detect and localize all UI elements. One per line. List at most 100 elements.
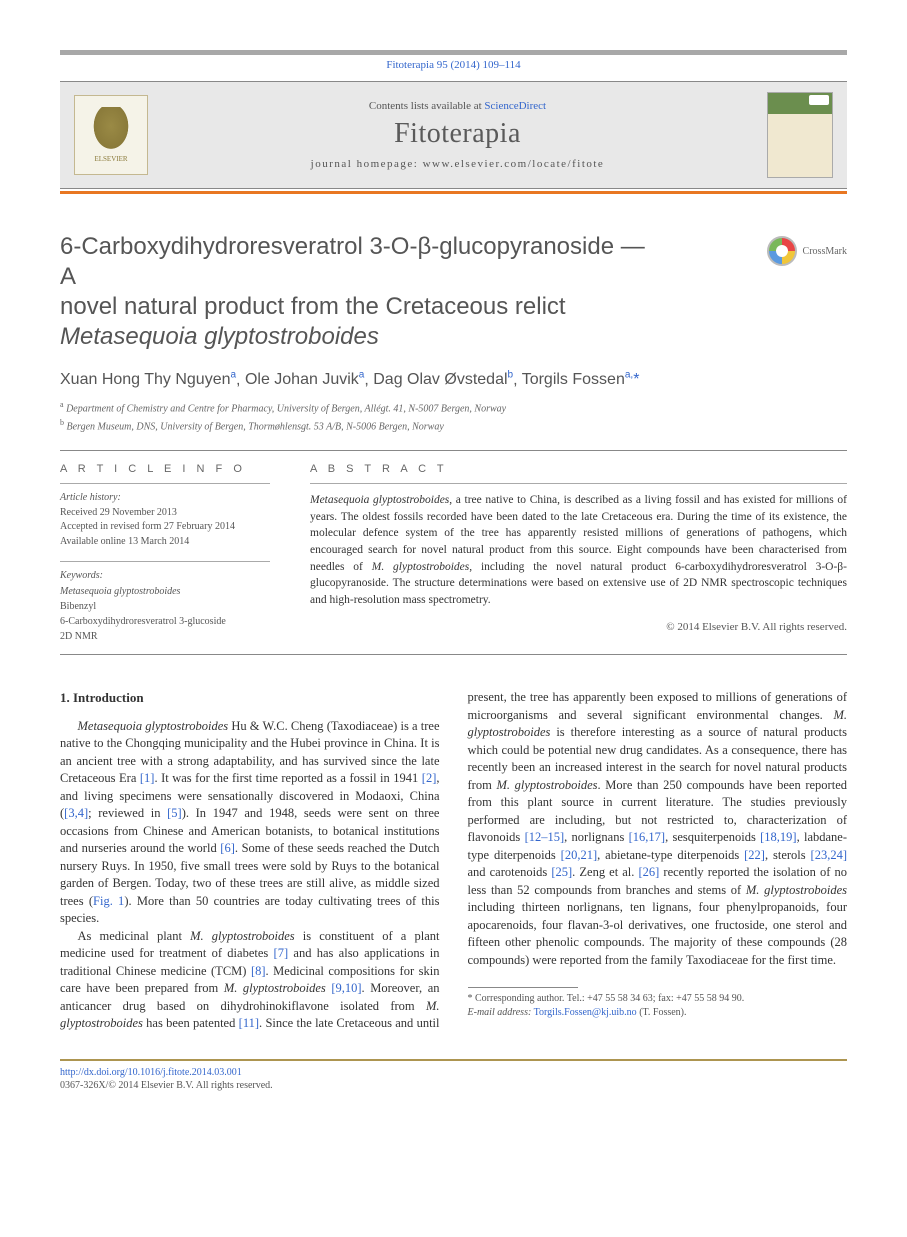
journal-cover-thumb[interactable] (767, 92, 833, 178)
author-2-name: Ole Johan Juvik (245, 371, 359, 388)
keyword-2: Bibenzyl (60, 599, 270, 614)
elsevier-tree-icon (89, 107, 133, 155)
keyword-4: 2D NMR (60, 629, 270, 644)
top-rule (60, 50, 847, 55)
ref-3-4[interactable]: [3,4] (64, 806, 88, 820)
author-2-affil: a (359, 370, 365, 381)
p3-species-5: M. glyptostroboides (746, 883, 847, 897)
contents-line: Contents lists available at ScienceDirec… (148, 100, 767, 112)
ref-1[interactable]: [1] (140, 771, 155, 785)
ref-22[interactable]: [22] (744, 848, 765, 862)
ref-2[interactable]: [2] (422, 771, 437, 785)
ref-20-21[interactable]: [20,21] (561, 848, 597, 862)
p3-seg-m: . Zeng et al. (572, 865, 638, 879)
homepage-line: journal homepage: www.elsevier.com/locat… (148, 158, 767, 170)
abstract-copyright: © 2014 Elsevier B.V. All rights reserved… (310, 621, 847, 633)
p2-seg-a: As medicinal plant (78, 929, 191, 943)
crossmark-label: CrossMark (803, 246, 847, 257)
author-4[interactable]: Torgils Fossena,* (522, 371, 640, 388)
body-columns: 1. Introduction Metasequoia glyptostrobo… (60, 689, 847, 1032)
p1-species: Metasequoia glyptostroboides (78, 719, 229, 733)
doi-line: http://dx.doi.org/10.1016/j.fitote.2014.… (60, 1067, 847, 1078)
corresponding-footnote: * Corresponding author. Tel.: +47 55 58 … (468, 992, 848, 1020)
author-3[interactable]: Dag Olav Øvstedalb (373, 371, 513, 388)
ref-12-15[interactable]: [12–15] (525, 830, 565, 844)
corresponding-star: * (633, 371, 639, 388)
affiliation-a: a Department of Chemistry and Centre for… (60, 399, 847, 416)
email-link[interactable]: Torgils.Fossen@kj.uib.no (534, 1007, 637, 1018)
history-accepted: Accepted in revised form 27 February 201… (60, 520, 270, 535)
ref-18-19[interactable]: [18,19] (760, 830, 796, 844)
ref-8[interactable]: [8] (251, 964, 266, 978)
history-online: Available online 13 March 2014 (60, 535, 270, 550)
p3-seg-j: , abietane-type diterpenoids (597, 848, 744, 862)
contents-prefix: Contents lists available at (369, 100, 484, 112)
sciencedirect-link[interactable]: ScienceDirect (484, 100, 546, 112)
journal-reference: Fitoterapia 95 (2014) 109–114 (60, 59, 847, 71)
fig-1-link[interactable]: Fig. 1 (93, 894, 124, 908)
author-4-affil: a, (625, 370, 633, 381)
ref-16-17[interactable]: [16,17] (629, 830, 665, 844)
elsevier-logo[interactable]: ELSEVIER (74, 95, 148, 175)
ref-6[interactable]: [6] (220, 841, 235, 855)
article-title: 6-Carboxydihydroresveratrol 3-O-β-glucop… (60, 232, 660, 352)
ref-9-10[interactable]: [9,10] (331, 981, 361, 995)
abstract-subrule (310, 483, 847, 484)
p2-species: M. glyptostroboides (190, 929, 295, 943)
journal-title: Fitoterapia (148, 118, 767, 150)
email-who: (T. Fossen). (637, 1007, 687, 1018)
title-line-2: novel natural product from the Cretaceou… (60, 293, 566, 320)
author-2[interactable]: Ole Johan Juvika (245, 371, 364, 388)
p3-seg-c: has been patented (143, 1016, 239, 1030)
p3-species-4: M. glyptostroboides (496, 778, 597, 792)
bottom-gold-rule (60, 1059, 847, 1061)
title-line-1: 6-Carboxydihydroresveratrol 3-O-β-glucop… (60, 233, 645, 290)
issn-line: 0367-326X/© 2014 Elsevier B.V. All right… (60, 1080, 847, 1091)
crossmark-icon (767, 236, 797, 266)
affiliations: a Department of Chemistry and Centre for… (60, 399, 847, 434)
crossmark-badge[interactable]: CrossMark (767, 236, 847, 266)
history-label: Article history: (60, 492, 270, 503)
elsevier-label: ELSEVIER (94, 155, 127, 163)
p3-seg-h: , sesquiterpenoids (665, 830, 760, 844)
p3-seg-l: and carotenoids (468, 865, 552, 879)
p3-seg-k: , sterols (765, 848, 811, 862)
keyword-3: 6-Carboxydihydroresveratrol 3-glucoside (60, 614, 270, 629)
author-1-name: Xuan Hong Thy Nguyen (60, 371, 230, 388)
p1-seg-c: . It was for the first time reported as … (154, 771, 421, 785)
ref-26[interactable]: [26] (639, 865, 660, 879)
author-1[interactable]: Xuan Hong Thy Nguyena (60, 371, 236, 388)
affiliation-a-text: Department of Chemistry and Centre for P… (66, 404, 506, 415)
footnote-rule (468, 987, 578, 988)
author-3-name: Dag Olav Øvstedal (373, 371, 507, 388)
article-info-heading: A R T I C L E I N F O (60, 451, 270, 483)
orange-rule (60, 191, 847, 194)
ref-5[interactable]: [5] (167, 806, 182, 820)
author-1-affil: a (230, 370, 236, 381)
ref-23-24[interactable]: [23,24] (811, 848, 847, 862)
ref-11[interactable]: [11] (239, 1016, 259, 1030)
footnote-text: Corresponding author. Tel.: +47 55 58 34… (473, 993, 745, 1004)
p3-species-1: M. glyptostroboides (224, 981, 326, 995)
affiliation-b-text: Bergen Museum, DNS, University of Bergen… (67, 421, 444, 432)
ref-25[interactable]: [25] (551, 865, 572, 879)
affiliation-b: b Bergen Museum, DNS, University of Berg… (60, 417, 847, 434)
author-4-name: Torgils Fossen (522, 371, 625, 388)
keywords-list: Metasequoia glyptostroboides Bibenzyl 6-… (60, 584, 270, 644)
p3-seg-g: , norlignans (564, 830, 628, 844)
ref-7[interactable]: [7] (274, 946, 289, 960)
author-3-affil: b (508, 370, 514, 381)
authors-list: Xuan Hong Thy Nguyena, Ole Johan Juvika,… (60, 370, 847, 389)
title-species: Metasequoia glyptostroboides (60, 323, 379, 350)
header-center: Contents lists available at ScienceDirec… (148, 100, 767, 170)
section-1-heading: 1. Introduction (60, 689, 440, 707)
p1-seg-e: ; reviewed in (88, 806, 167, 820)
homepage-prefix: journal homepage: (311, 158, 423, 170)
abstract-text: Metasequoia glyptostroboides, a tree nat… (310, 492, 847, 609)
abstract-species-1: Metasequoia glyptostroboides (310, 494, 449, 506)
journal-header: ELSEVIER Contents lists available at Sci… (60, 81, 847, 189)
homepage-url[interactable]: www.elsevier.com/locate/fitote (423, 158, 605, 170)
doi-link[interactable]: http://dx.doi.org/10.1016/j.fitote.2014.… (60, 1067, 242, 1078)
info-subrule-2 (60, 561, 270, 562)
p3-seg-o: including thirteen norlignans, ten ligna… (468, 900, 848, 967)
